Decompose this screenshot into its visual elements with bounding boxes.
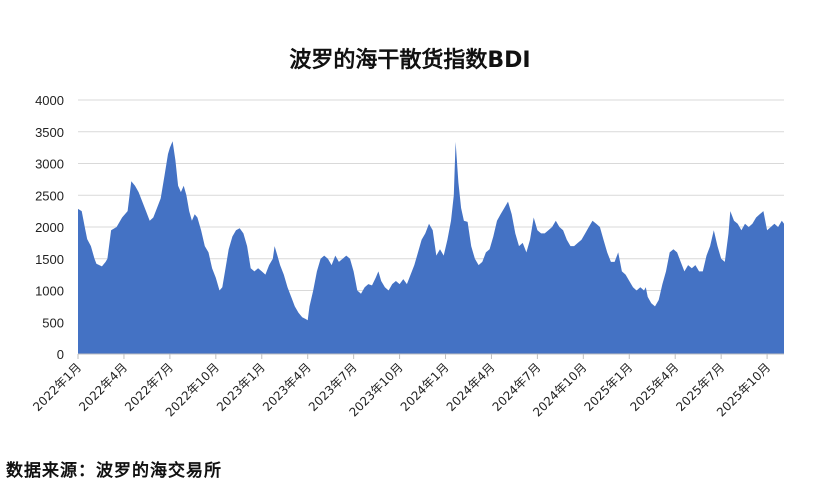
y-axis: 0 500 1000 1500 2000 2500 3000 3500 4000 [35,93,64,362]
x-tick-label: 2025年4月 [627,360,681,414]
x-axis: 2022年1月2022年4月2022年7月2022年10月2023年1月2023… [30,353,784,419]
x-tick-label: 2024年1月 [398,360,452,414]
y-tick-label: 2500 [35,188,64,203]
y-tick-label: 1000 [35,284,64,299]
chart-title: 波罗的海干散货指数BDI [289,47,530,73]
y-tick-label: 3000 [35,157,64,172]
y-tick-label: 1500 [35,252,64,267]
x-tick-label: 2023年1月 [214,360,268,414]
plot-area [78,141,784,354]
x-tick-label: 2022年1月 [30,360,84,414]
x-tick-label: 2022年4月 [76,360,130,414]
bdi-area-series [78,141,784,354]
x-tick-label: 2023年4月 [260,360,314,414]
y-tick-label: 4000 [35,93,64,108]
y-tick-label: 0 [57,347,64,362]
x-tick-label: 2025年1月 [582,360,636,414]
y-tick-label: 500 [42,315,64,330]
y-tick-label: 2000 [35,220,64,235]
x-tick-label: 2024年4月 [444,360,498,414]
source-note: 数据来源：波罗的海交易所 [6,461,222,481]
y-tick-label: 3500 [35,125,64,140]
